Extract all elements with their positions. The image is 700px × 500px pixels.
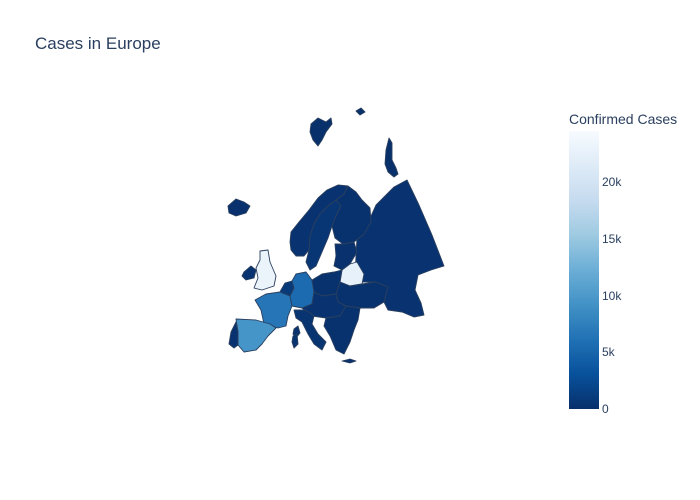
colorbar-title: Confirmed Cases: [569, 111, 678, 127]
region-portugal[interactable]: [228, 321, 239, 349]
region-novaya-zemlya[interactable]: [384, 137, 399, 178]
region-france[interactable]: [254, 291, 293, 329]
region-sardinia[interactable]: [291, 333, 299, 349]
region-svalbard[interactable]: [309, 117, 333, 147]
region-central-europe[interactable]: [301, 291, 347, 319]
region-spain[interactable]: [235, 318, 277, 353]
colorbar-tick-label: 5k: [602, 345, 615, 360]
colorbar-tick-label: 10k: [602, 288, 622, 303]
colorbar-tick-label: 15k: [602, 231, 622, 246]
region-balkans[interactable]: [323, 305, 361, 355]
region-italy[interactable]: [293, 309, 327, 351]
region-uk[interactable]: [253, 249, 277, 291]
region-ukraine[interactable]: [335, 281, 389, 309]
region-germany[interactable]: [289, 271, 315, 309]
chart-title: Cases in Europe: [35, 34, 161, 53]
region-ireland[interactable]: [241, 265, 257, 281]
region-finland[interactable]: [331, 185, 372, 245]
colorbar-tick-label: 0: [602, 402, 609, 416]
region-crete[interactable]: [341, 358, 357, 364]
colorbar-tick-label: 20k: [602, 175, 622, 190]
region-svalbard-north[interactable]: [355, 107, 366, 116]
region-iceland[interactable]: [227, 198, 251, 217]
colorbar: [569, 131, 599, 409]
